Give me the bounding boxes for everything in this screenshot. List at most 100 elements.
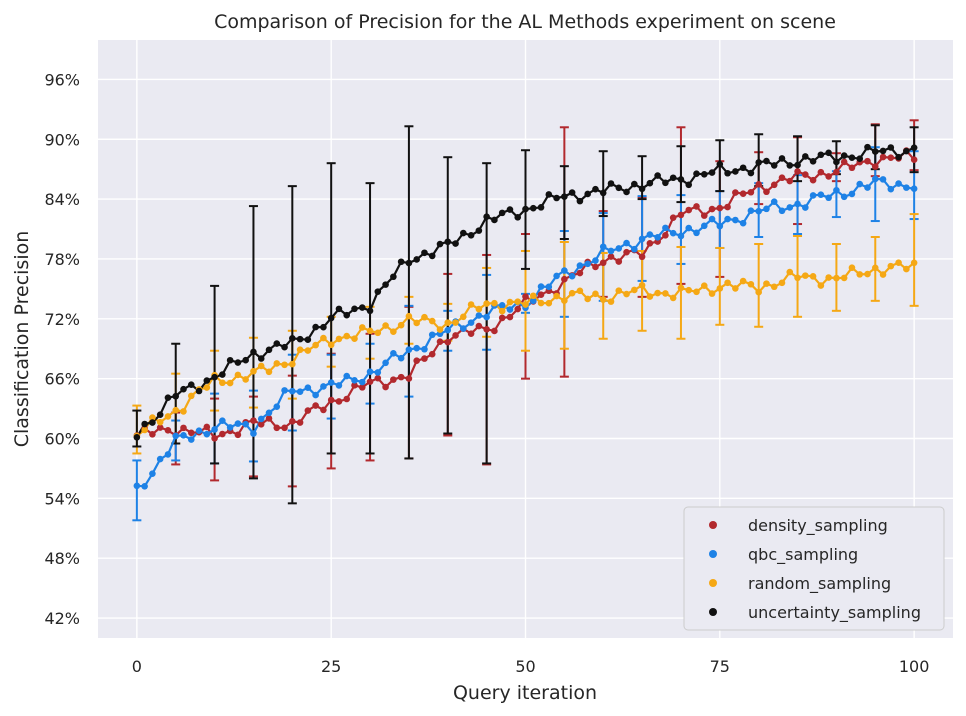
data-point: [576, 197, 584, 205]
data-point: [467, 319, 475, 326]
data-point: [397, 373, 405, 381]
data-point: [164, 394, 172, 401]
data-point: [475, 322, 483, 330]
data-point: [242, 356, 249, 364]
data-point: [211, 426, 218, 433]
data-point: [840, 158, 848, 166]
data-point: [273, 403, 281, 410]
data-point: [195, 387, 203, 395]
data-point: [669, 214, 677, 221]
data-point: [312, 323, 319, 331]
data-point: [405, 259, 413, 267]
data-point: [180, 431, 187, 439]
data-point: [351, 377, 358, 384]
data-point: [817, 191, 825, 198]
data-point: [289, 335, 296, 342]
data-point: [281, 387, 288, 394]
data-point: [428, 331, 436, 339]
data-point: [203, 423, 211, 431]
data-point: [390, 350, 397, 357]
data-point: [739, 277, 747, 285]
data-point: [669, 229, 677, 237]
data-point: [615, 258, 623, 265]
data-point: [250, 348, 257, 356]
data-point: [910, 156, 918, 163]
data-point: [164, 427, 172, 434]
data-point: [693, 288, 700, 296]
data-point: [156, 418, 164, 426]
data-point: [382, 322, 389, 329]
data-point: [708, 290, 716, 297]
data-point: [273, 424, 281, 432]
data-point: [553, 194, 560, 202]
y-tick-label: 42%: [44, 609, 80, 628]
data-point: [545, 191, 553, 198]
data-point: [219, 430, 226, 438]
data-point: [700, 171, 708, 178]
data-point: [809, 176, 817, 184]
data-point: [685, 181, 693, 189]
data-point: [296, 335, 304, 343]
data-point: [599, 259, 607, 267]
data-point: [436, 326, 444, 333]
data-point: [833, 158, 840, 166]
data-point: [475, 227, 483, 234]
data-point: [327, 396, 335, 404]
data-point: [553, 292, 560, 300]
data-point: [856, 271, 864, 278]
y-tick-label: 78%: [44, 250, 80, 269]
data-point: [817, 282, 825, 289]
data-point: [421, 345, 428, 353]
data-point: [289, 387, 296, 395]
data-point: [242, 376, 249, 383]
data-point: [343, 332, 351, 340]
data-point: [343, 311, 351, 319]
data-point: [304, 384, 312, 392]
x-tick-label: 50: [515, 657, 535, 676]
data-point: [304, 336, 312, 344]
data-point: [786, 162, 794, 169]
data-point: [732, 216, 739, 224]
data-point: [265, 368, 273, 376]
data-point: [226, 424, 234, 431]
data-point: [537, 291, 545, 298]
data-point: [879, 153, 887, 161]
data-point: [732, 189, 739, 196]
data-point: [180, 424, 187, 432]
data-point: [234, 359, 242, 366]
data-point: [794, 200, 801, 208]
data-point: [716, 204, 724, 212]
data-point: [638, 281, 646, 289]
data-point: [491, 327, 498, 335]
data-point: [825, 149, 832, 157]
data-point: [421, 249, 428, 257]
data-point: [304, 407, 312, 414]
data-point: [856, 155, 864, 162]
data-point: [219, 371, 226, 378]
data-point: [864, 184, 871, 191]
data-point: [662, 290, 669, 297]
data-point: [809, 158, 817, 165]
data-point: [250, 430, 257, 437]
data-point: [514, 298, 522, 306]
data-point: [825, 274, 832, 281]
data-point: [871, 264, 879, 272]
data-point: [623, 290, 630, 298]
data-point: [732, 168, 739, 175]
data-point: [584, 295, 591, 303]
data-point: [172, 392, 180, 400]
data-point: [903, 184, 910, 191]
data-point: [592, 290, 599, 298]
data-point: [561, 297, 568, 305]
data-point: [265, 409, 273, 417]
data-point: [576, 269, 584, 277]
data-point: [724, 215, 731, 223]
data-point: [180, 408, 187, 415]
data-point: [747, 207, 755, 214]
data-point: [382, 359, 389, 367]
series-points: [133, 143, 918, 490]
data-point: [833, 186, 840, 194]
data-point: [358, 304, 366, 311]
data-point: [281, 343, 288, 351]
data-point: [677, 232, 685, 240]
